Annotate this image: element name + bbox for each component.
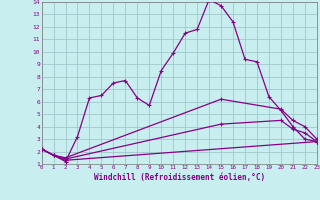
X-axis label: Windchill (Refroidissement éolien,°C): Windchill (Refroidissement éolien,°C)	[94, 173, 265, 182]
